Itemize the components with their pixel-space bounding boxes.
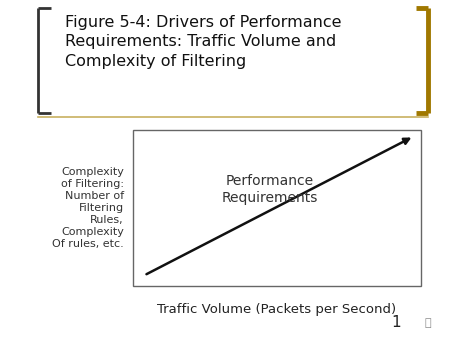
Text: Performance
Requirements: Performance Requirements [222, 174, 318, 205]
Text: 1: 1 [391, 315, 401, 330]
Text: Traffic Volume (Packets per Second): Traffic Volume (Packets per Second) [157, 303, 396, 316]
Text: 🔈: 🔈 [424, 318, 431, 328]
Text: Complexity
of Filtering:
Number of
Filtering
Rules,
Complexity
Of rules, etc.: Complexity of Filtering: Number of Filte… [52, 167, 124, 249]
Bar [133, 130, 421, 286]
Text: Figure 5-4: Drivers of Performance
Requirements: Traffic Volume and
Complexity o: Figure 5-4: Drivers of Performance Requi… [65, 15, 342, 69]
